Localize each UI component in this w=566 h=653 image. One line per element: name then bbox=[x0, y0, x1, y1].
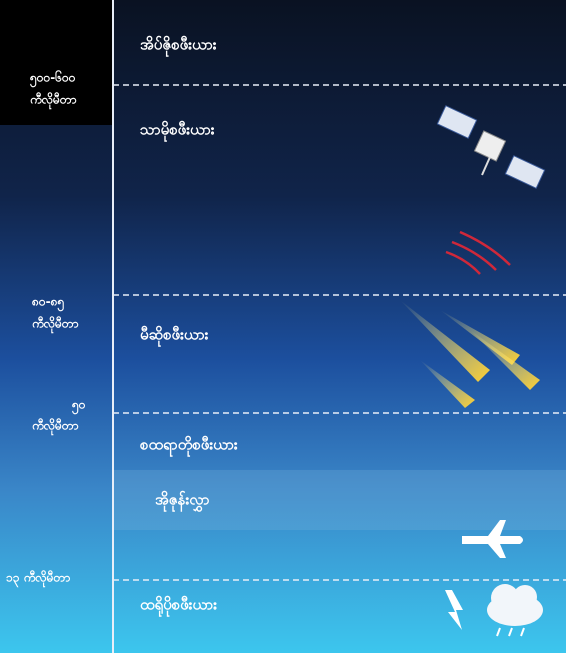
label-box bbox=[0, 0, 112, 125]
altitude-label: ၅၀ bbox=[71, 398, 86, 416]
altitude-label: ၅၀၀-၆၀၀ bbox=[29, 69, 76, 89]
signal-icon bbox=[445, 230, 511, 275]
layer-label: စထရာတိုစဖီးယား bbox=[140, 435, 238, 458]
altitude-label: ကီလိုမီတာ bbox=[29, 91, 77, 111]
satellite-icon bbox=[436, 105, 546, 189]
altitude-label: ကီလိုမီတာ bbox=[31, 315, 79, 335]
layer-label: သာမိုစဖီးယား bbox=[140, 120, 215, 143]
layer-label: ထရိုပိုစဖီးယား bbox=[140, 595, 217, 618]
ozone-band bbox=[112, 470, 566, 530]
layer-label: အိပ်ဇိုစဖီးယား bbox=[140, 35, 217, 58]
airplane-icon bbox=[462, 520, 523, 558]
meteor-icon bbox=[400, 300, 540, 408]
altitude-label: ကီလိုမီတာ bbox=[31, 417, 79, 437]
layer-label: အိုဇုန်းလွှာ bbox=[155, 490, 210, 513]
layer-label: မီဆိုစဖီးယား bbox=[140, 325, 209, 348]
weather-icon bbox=[445, 584, 543, 637]
altitude-label: ၁၃ ကီလိုမီတာ bbox=[6, 569, 70, 589]
altitude-label: ၈၀-၈၅ bbox=[31, 295, 64, 313]
